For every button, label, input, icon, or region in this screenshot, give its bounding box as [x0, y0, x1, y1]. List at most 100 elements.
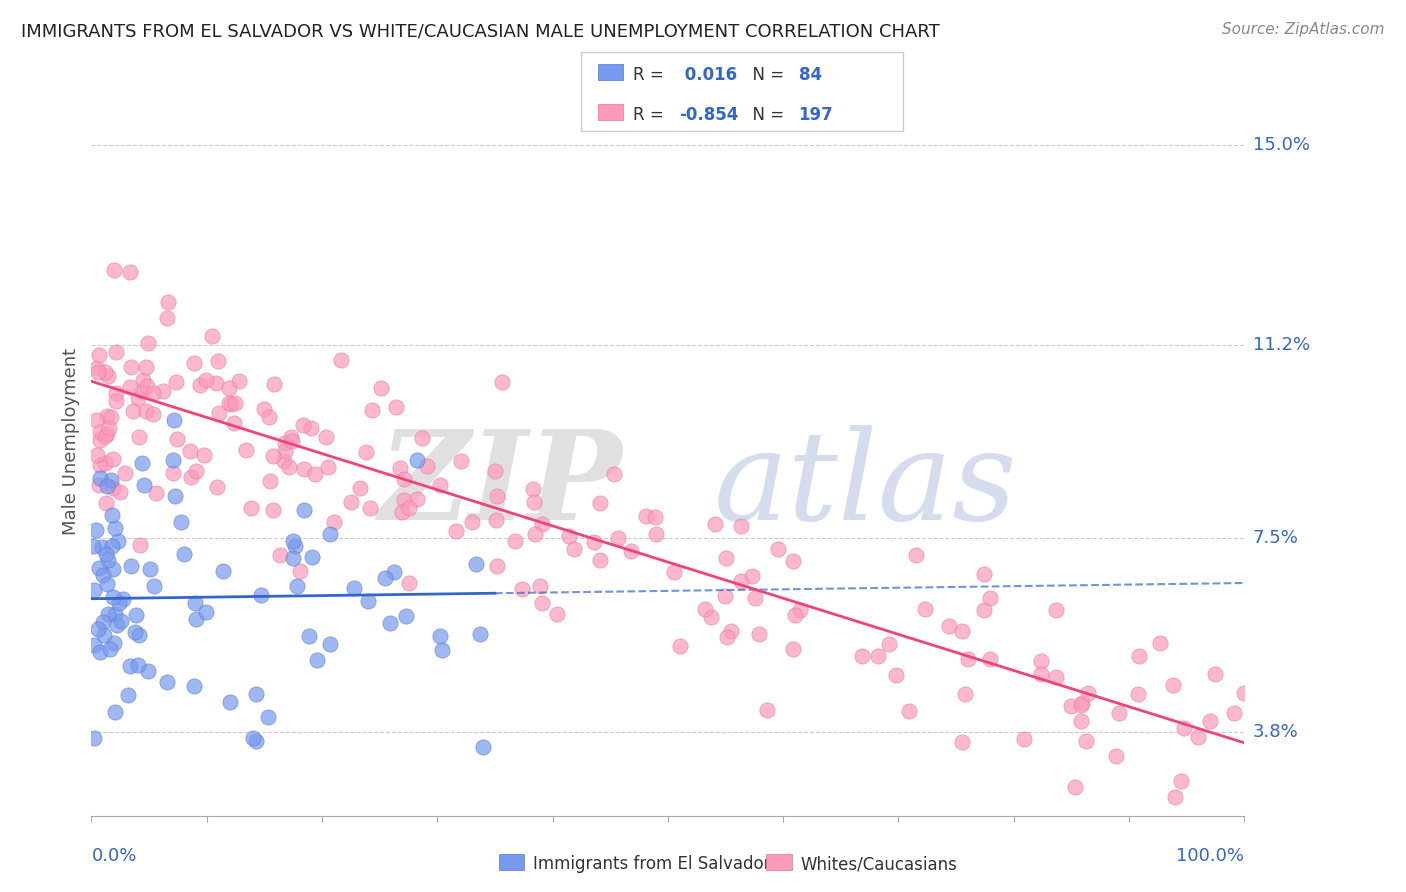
Point: [156, 295, 179, 310]
Point: [782, 641, 804, 656]
Point: [193, 448, 215, 462]
Point: [620, 544, 643, 558]
Point: [136, 336, 159, 351]
Point: [207, 354, 229, 368]
Point: [384, 566, 406, 580]
Point: [96, 427, 118, 442]
Text: Whites/Caucasians: Whites/Caucasians: [800, 855, 957, 873]
Point: [89, 458, 111, 472]
Point: [744, 591, 766, 605]
Point: [110, 614, 132, 628]
Point: [87, 348, 110, 362]
Point: [938, 618, 960, 632]
Point: [952, 735, 974, 749]
Point: [205, 480, 228, 494]
Point: [89, 471, 111, 485]
Point: [392, 493, 415, 508]
Point: [166, 432, 188, 446]
Point: [273, 454, 295, 468]
Point: [340, 495, 363, 509]
Point: [135, 379, 157, 393]
Point: [224, 396, 246, 410]
Point: [127, 657, 149, 672]
Point: [162, 466, 184, 480]
Point: [278, 459, 301, 474]
Point: [262, 449, 284, 463]
Point: [529, 579, 551, 593]
Point: [142, 407, 165, 421]
Text: atlas: atlas: [714, 425, 1018, 547]
Point: [89, 425, 111, 439]
Point: [162, 453, 184, 467]
Text: 84: 84: [799, 66, 821, 84]
Point: [730, 574, 752, 588]
Text: 3.8%: 3.8%: [1253, 723, 1298, 741]
Point: [104, 521, 127, 535]
Point: [156, 675, 179, 690]
Point: [101, 539, 124, 553]
Point: [398, 576, 420, 591]
Point: [359, 500, 381, 515]
Point: [292, 462, 315, 476]
Point: [118, 380, 141, 394]
Point: [131, 384, 153, 398]
Point: [93, 428, 115, 442]
Point: [1128, 648, 1150, 663]
Point: [1232, 686, 1254, 700]
Text: ZIP: ZIP: [378, 425, 621, 547]
Point: [103, 636, 125, 650]
Point: [93, 456, 115, 470]
Point: [486, 489, 509, 503]
Point: [370, 381, 392, 395]
Text: Immigrants from El Salvador: Immigrants from El Salvador: [533, 855, 770, 873]
Point: [118, 659, 141, 673]
Point: [89, 561, 111, 575]
Point: [304, 467, 326, 482]
Point: [180, 470, 202, 484]
Point: [100, 473, 122, 487]
Point: [307, 653, 329, 667]
Point: [1149, 636, 1171, 650]
Point: [86, 360, 108, 375]
Point: [138, 562, 160, 576]
Point: [136, 664, 159, 678]
Point: [245, 733, 267, 747]
Point: [884, 668, 907, 682]
Point: [104, 705, 127, 719]
Point: [240, 501, 263, 516]
Point: [714, 551, 737, 566]
Point: [105, 394, 128, 409]
Point: [179, 443, 201, 458]
Point: [361, 403, 384, 417]
Point: [315, 430, 337, 444]
Point: [125, 607, 148, 622]
Point: [156, 310, 179, 325]
Point: [510, 582, 533, 596]
Point: [291, 417, 314, 432]
Point: [391, 505, 413, 519]
Point: [100, 410, 122, 425]
Point: [86, 449, 108, 463]
Point: [558, 529, 581, 543]
Point: [89, 644, 111, 658]
Text: N =: N =: [742, 106, 790, 124]
Point: [1070, 714, 1092, 728]
Point: [120, 359, 142, 374]
Point: [748, 627, 770, 641]
Point: [323, 515, 346, 529]
Point: [1173, 721, 1195, 735]
Point: [1045, 670, 1067, 684]
Point: [104, 386, 127, 401]
Point: [87, 623, 110, 637]
Point: [103, 481, 125, 495]
Point: [235, 443, 257, 458]
Point: [97, 369, 120, 384]
Point: [104, 607, 127, 621]
Point: [388, 461, 411, 475]
Point: [644, 527, 666, 541]
Point: [405, 492, 427, 507]
Point: [484, 464, 506, 478]
Point: [973, 567, 995, 582]
Point: [1204, 667, 1226, 681]
Point: [97, 607, 120, 621]
